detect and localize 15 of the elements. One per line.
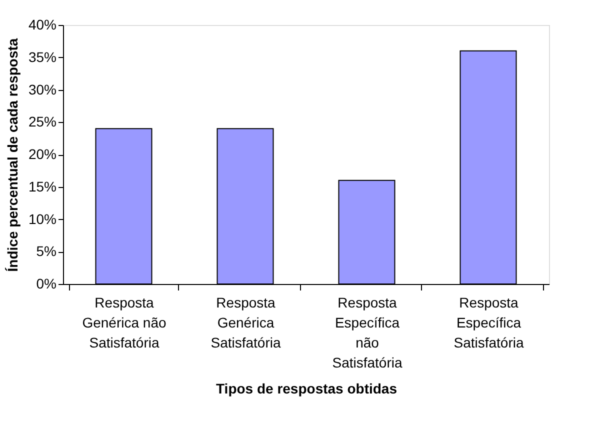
y-tick-label: 35% xyxy=(28,48,56,65)
y-axis-title: Índice percentual de cada resposta xyxy=(4,38,20,272)
y-tick-label: 20% xyxy=(28,146,56,162)
y-tick-label: 10% xyxy=(28,210,56,227)
y-tick-label: 5% xyxy=(36,243,56,260)
y-tick-label: 30% xyxy=(28,81,56,98)
x-tick-label: Resposta Específica não Satisfatória xyxy=(332,294,402,370)
x-tick-label: Resposta Genérica Satisfatória xyxy=(210,294,281,350)
y-tick-label: 40% xyxy=(28,16,56,32)
x-tick-label: Resposta Genérica não Satisfatória xyxy=(82,294,166,350)
x-axis-title: Tipos de respostas obtidas xyxy=(216,380,398,396)
y-tick-label: 0% xyxy=(36,276,56,292)
x-tick-label: Resposta Específica Satisfatória xyxy=(454,294,524,350)
y-tick-label: 25% xyxy=(28,114,56,130)
y-tick-label: 15% xyxy=(28,178,56,194)
